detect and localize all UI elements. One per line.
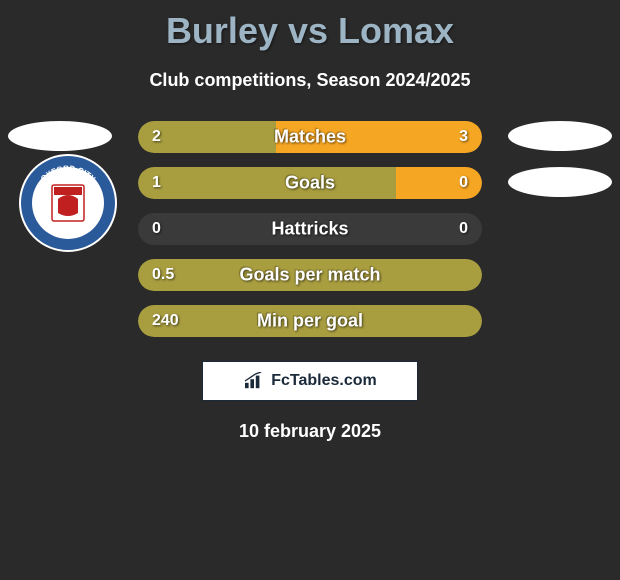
stat-row: Goals per match0.5: [138, 259, 482, 291]
subtitle: Club competitions, Season 2024/2025: [0, 70, 620, 91]
left-club-badge: OXFORD CITY FOOTBALL CLUB: [18, 153, 118, 253]
oxford-city-crest-icon: OXFORD CITY FOOTBALL CLUB: [18, 153, 118, 253]
stat-right-value: 0: [459, 220, 468, 238]
page-title: Burley vs Lomax: [0, 0, 620, 52]
bar-chart-icon: [243, 372, 265, 390]
left-bar: [138, 259, 482, 291]
fctables-logo[interactable]: FcTables.com: [202, 361, 418, 401]
stat-rows: Matches23 Goals10 Hattricks0 0 Goals per mat…: [138, 121, 482, 337]
stat-label: Hattricks: [138, 219, 482, 240]
comparison-chart: OXFORD CITY FOOTBALL CLUB Matches23 Goals…: [0, 121, 620, 337]
right-badge-2: [508, 167, 612, 197]
left-bar: [138, 305, 482, 337]
left-bar: [138, 121, 276, 153]
date-label: 10 february 2025: [0, 421, 620, 442]
stat-left-value: 0: [152, 220, 161, 238]
right-bar: [396, 167, 482, 199]
left-badge-1: [8, 121, 112, 151]
stat-row: Matches23: [138, 121, 482, 153]
stat-row: Goals10: [138, 167, 482, 199]
left-bar: [138, 167, 396, 199]
logo-text: FcTables.com: [271, 372, 377, 390]
stat-row: Hattricks0 0: [138, 213, 482, 245]
right-bar: [276, 121, 482, 153]
stat-row: Min per goal240: [138, 305, 482, 337]
right-badge-1: [508, 121, 612, 151]
